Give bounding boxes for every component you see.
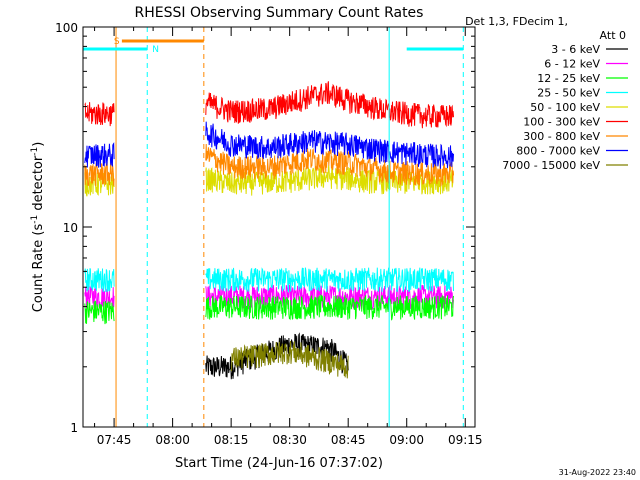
x-tick-label-5: 09:00 <box>389 433 424 447</box>
y-axis-label-main: Count Rate (s <box>31 224 46 313</box>
x-tick-label-0: 07:45 <box>97 433 132 447</box>
x-axis-label: Start Time (24-Jun-16 07:37:02) <box>175 456 383 471</box>
y-axis-label-tail: detector <box>31 155 46 215</box>
x-tick-label-3: 08:30 <box>272 433 307 447</box>
axes: 1 10 100 07:45 08:00 08:15 08:30 08:45 09:00 09:1… <box>55 21 482 447</box>
series-2-trace <box>84 293 454 325</box>
x-tick-label-1: 08:00 <box>155 433 190 447</box>
y-axis-label-end: ) <box>31 142 46 147</box>
legend-label-3: 25 - 50 keV <box>537 87 600 100</box>
series-7-trace <box>84 121 454 169</box>
y-tick-label-0: 1 <box>70 421 78 435</box>
plot-area: SN <box>83 27 464 427</box>
saa-flag-label: S <box>114 37 120 47</box>
series-2-segment-0 <box>84 300 115 325</box>
legend-label-1: 6 - 12 keV <box>544 58 600 71</box>
legend-label-5: 100 - 300 keV <box>523 116 600 129</box>
series-5-segment-1 <box>205 81 454 129</box>
series-3-trace <box>84 267 454 293</box>
legend-label-6: 300 - 800 keV <box>523 130 600 143</box>
series-1-segment-0 <box>84 285 115 310</box>
y-axis-label-sup2: -1 <box>30 147 40 156</box>
chart-title: RHESSI Observing Summary Count Rates <box>135 5 424 21</box>
legend-label-4: 50 - 100 keV <box>530 101 600 114</box>
series-2-segment-1 <box>205 293 454 321</box>
legend-header-line1: Det 1,3, FDecim 1, <box>465 15 568 28</box>
y-tick-label-1: 10 <box>63 221 78 235</box>
legend-label-7: 800 - 7000 keV <box>516 145 600 158</box>
series-7-segment-0 <box>84 142 115 168</box>
series-4-segment-1 <box>205 164 454 196</box>
legend-header-line2: Att 0 <box>600 29 626 42</box>
x-tick-label-2: 08:15 <box>214 433 249 447</box>
generation-timestamp: 31-Aug-2022 23:40 <box>559 468 636 477</box>
series-3-segment-0 <box>84 268 115 293</box>
y-tick-label-2: 100 <box>55 21 78 35</box>
legend-label-0: 3 - 6 keV <box>551 43 600 56</box>
series-5-trace <box>84 81 454 129</box>
series-8-segment-0 <box>230 340 349 379</box>
series-5-segment-0 <box>84 102 115 127</box>
series-6-segment-0 <box>84 162 115 187</box>
legend-label-2: 12 - 25 keV <box>537 72 600 85</box>
y-axis-label-sup1: -1 <box>30 215 40 224</box>
series-8-trace <box>230 340 349 379</box>
night-flag-label: N <box>152 45 159 55</box>
series-3-segment-1 <box>205 267 454 293</box>
legend-label-8: 7000 - 15000 keV <box>502 159 600 172</box>
x-tick-label-6: 09:15 <box>448 433 483 447</box>
x-tick-label-4: 08:45 <box>331 433 366 447</box>
series-7-segment-1 <box>205 121 454 169</box>
plot-frame <box>82 26 476 428</box>
y-axis-label: Count Rate (s-1 detector-1) <box>30 142 46 313</box>
